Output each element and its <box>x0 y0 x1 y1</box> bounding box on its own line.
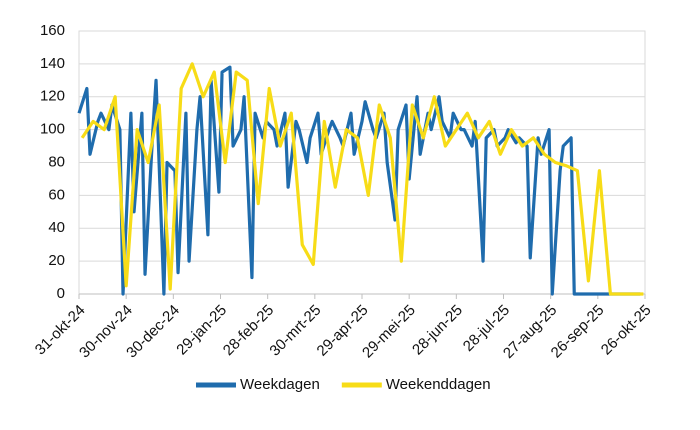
y-tick-label: 100 <box>40 121 65 138</box>
legend-label: Weekenddagen <box>386 376 491 393</box>
legend-label: Weekdagen <box>240 376 320 393</box>
series-line <box>77 65 641 296</box>
y-tick-label: 80 <box>48 153 65 170</box>
y-tick-label: 0 <box>57 285 65 302</box>
y-tick-label: 160 <box>40 22 65 39</box>
series-line <box>80 62 644 296</box>
y-tick-label: 40 <box>48 219 65 236</box>
y-tick-label: 140 <box>40 55 65 72</box>
y-tick-label: 20 <box>48 252 65 269</box>
y-tick-label: 120 <box>40 88 65 105</box>
y-tick-label: 60 <box>48 186 65 203</box>
x-tick-label: 26-okt-25 <box>598 302 655 359</box>
x-tick-label: 28-jun-25 <box>409 302 466 359</box>
